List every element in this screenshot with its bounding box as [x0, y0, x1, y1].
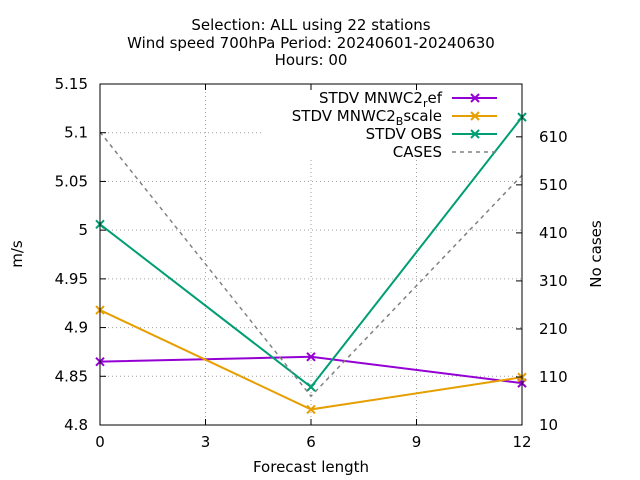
- data-point: [306, 352, 316, 362]
- y2-tick-label: 10: [539, 416, 558, 434]
- y-tick-label: 5.15: [55, 75, 88, 93]
- y-tick-label: 4.95: [55, 270, 88, 288]
- title-line-3: Hours: 00: [275, 51, 348, 69]
- marker-stroke: [306, 382, 316, 392]
- y2-tick-label: 110: [539, 368, 568, 386]
- y2-tick-label: 210: [539, 320, 568, 338]
- y2-tick-label: 310: [539, 272, 568, 290]
- chart-title: Selection: ALL using 22 stations Wind sp…: [127, 16, 495, 69]
- legend-entry: STDV MNWC2ref: [319, 89, 497, 110]
- title-line-2: Wind speed 700hPa Period: 20240601-20240…: [127, 34, 495, 52]
- x-tick-label: 9: [412, 433, 422, 451]
- x-axis-label: Forecast length: [253, 458, 369, 476]
- x-tick-label: 3: [201, 433, 211, 451]
- y2-axis-label: No cases: [587, 220, 605, 288]
- y-axis-label: m/s: [8, 240, 26, 268]
- data-point: [470, 111, 480, 121]
- plot-frame: [99, 83, 523, 426]
- marker-stroke: [470, 93, 480, 103]
- legend-entry: CASES: [393, 143, 497, 161]
- grid: [100, 84, 522, 425]
- legend-label: STDV MNWC2ref: [319, 89, 443, 110]
- legend-entry: STDV OBS: [366, 125, 497, 143]
- data-point: [470, 129, 480, 139]
- x-tick-label: 12: [512, 433, 531, 451]
- y-tick-label: 4.9: [64, 319, 88, 337]
- y2-tick-label: 610: [539, 128, 568, 146]
- legend-entry: STDV MNWC2Bscale: [292, 107, 497, 128]
- marker-stroke: [306, 352, 316, 362]
- axis-ticks: 0 3 6 9 12 4.8 4.85 4.9 4.95 5 5.05 5.1 5.15 10 110 210…: [55, 75, 568, 451]
- x-tick-label: 6: [306, 433, 316, 451]
- y2-tick-label: 410: [539, 224, 568, 242]
- legend-label: STDV MNWC2Bscale: [292, 107, 442, 128]
- data-point: [470, 93, 480, 103]
- y-tick-label: 5.05: [55, 172, 88, 190]
- marker-stroke: [470, 111, 480, 121]
- x-tick-label: 0: [95, 433, 105, 451]
- y-tick-label: 5: [78, 221, 88, 239]
- series-line: [99, 131, 523, 398]
- data-point: [306, 404, 316, 415]
- legend-label: STDV OBS: [366, 125, 442, 143]
- marker-stroke: [470, 129, 480, 139]
- title-line-1: Selection: ALL using 22 stations: [191, 16, 430, 34]
- data-point: [306, 382, 316, 392]
- y-tick-label: 4.8: [64, 416, 88, 434]
- marker-stroke: [306, 404, 316, 415]
- legend-label: CASES: [393, 143, 442, 161]
- y-tick-label: 4.85: [55, 367, 88, 385]
- y2-tick-label: 510: [539, 176, 568, 194]
- y-tick-label: 5.1: [64, 124, 88, 142]
